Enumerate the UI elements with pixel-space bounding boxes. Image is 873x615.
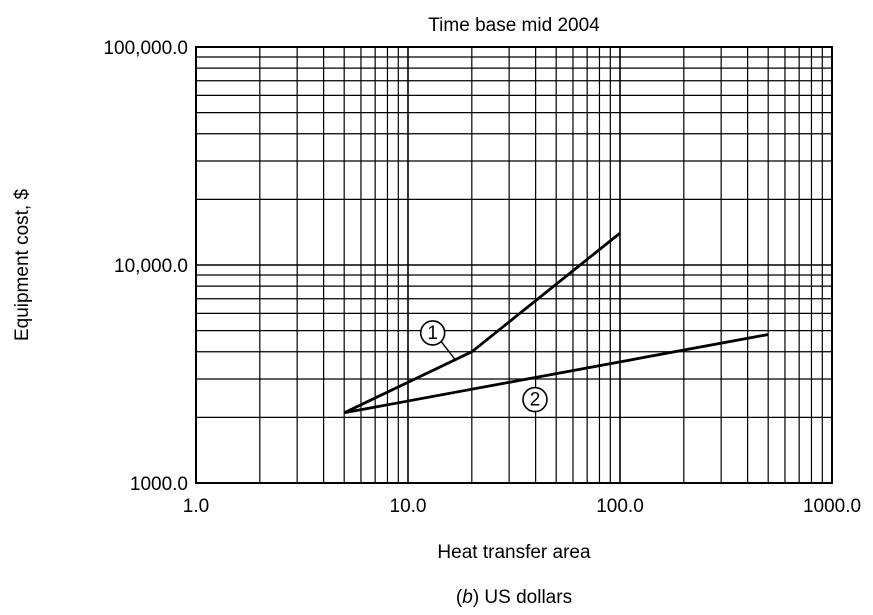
caption-suffix: ) US dollars bbox=[473, 587, 572, 608]
marker-leader bbox=[440, 340, 456, 360]
caption-letter: b bbox=[462, 587, 473, 608]
plot-frame bbox=[195, 46, 833, 484]
y-tick-label: 100,000.0 bbox=[103, 38, 188, 59]
y-tick-label: 1000.0 bbox=[130, 474, 188, 495]
caption-prefix: ( bbox=[456, 587, 463, 608]
series-line-2 bbox=[343, 333, 769, 415]
x-tick-label: 100.0 bbox=[596, 496, 644, 517]
series-marker-label: 1 bbox=[427, 323, 438, 344]
series-marker-circle bbox=[522, 386, 548, 413]
series-line-1 bbox=[343, 232, 621, 415]
series-marker-label: 2 bbox=[530, 390, 541, 411]
x-tick-label: 1.0 bbox=[183, 496, 209, 517]
y-tick-label: 10,000.0 bbox=[114, 256, 188, 277]
x-axis-label: Heat transfer area bbox=[437, 542, 591, 563]
grid bbox=[195, 47, 832, 484]
series-marker-circle bbox=[419, 320, 446, 346]
y-axis-label: Equipment cost, $ bbox=[12, 189, 33, 342]
x-tick-labels: 1.0 10.0 100.0 1000.0 bbox=[183, 496, 861, 517]
x-tick-label: 1000.0 bbox=[803, 496, 861, 517]
y-tick-labels: 1000.0 10,000.0 100,000.0 bbox=[103, 38, 188, 495]
x-tick-label: 10.0 bbox=[390, 496, 427, 517]
chart-title: Time base mid 2004 bbox=[428, 15, 600, 36]
series-group: 12 bbox=[343, 232, 769, 415]
figure-caption: (b) US dollars bbox=[456, 587, 572, 608]
